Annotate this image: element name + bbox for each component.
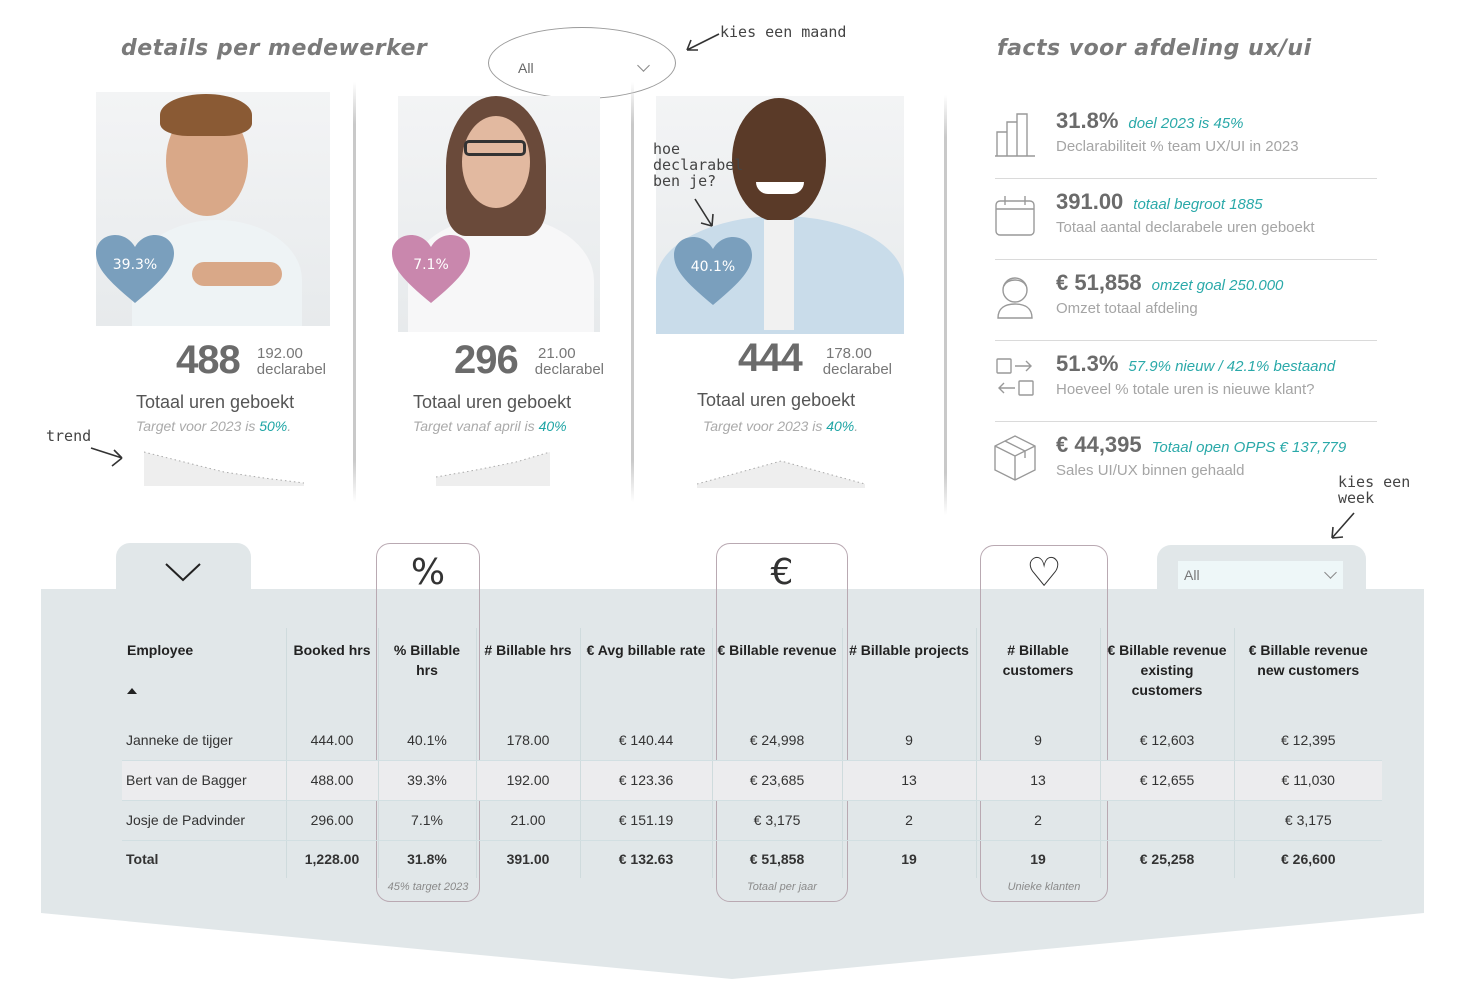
fact-new-customer-hours: 51.3% 57.9% nieuw / 42.1% bestaand Hoevee… [993,341,1377,422]
total-hours-label: Totaal uren geboekt [413,392,572,412]
billable-hours-janneke: 178.00 declarabel [822,345,892,378]
column-header-billable-customers[interactable]: # Billable customers [975,628,1100,720]
panel-arrow-shape [41,911,1424,979]
total-hours-josje: 296 [454,338,519,382]
fact-revenue: € 51,858 omzet goal 250.000 Omzet totaal … [993,260,1377,341]
swap-icon [996,358,1034,396]
chevron-down-icon [1324,566,1337,579]
chevron-down-icon [165,563,201,582]
trend-sparkline-josje [436,451,551,486]
trend-sparkline-janneke [697,460,866,488]
column-header-revenue-new[interactable]: € Billable revenue new customers [1233,628,1382,720]
heart-icon: ♡ [1026,550,1062,596]
employee-table: Employee Booked hrs % Billable hrs # Bil… [122,628,1382,878]
arrow-icon [1331,512,1355,539]
collapse-toggle[interactable] [116,543,251,593]
column-header-billable-projects[interactable]: # Billable projects [841,628,976,720]
week-filter-value: All [1184,567,1200,583]
trend-sparkline-bert [144,451,304,486]
bar-chart-icon [995,113,1035,157]
total-hours-janneke: 444 [738,336,803,380]
column-header-employee[interactable]: Employee [122,628,286,720]
table-row[interactable]: Janneke de tijger 444.00 40.1% 178.00 € 140.… [122,720,1382,761]
billable-hours-bert: 192.00 declarabel [256,345,326,378]
billable-heart-janneke: 40.1% [674,237,752,307]
employee-photo-josje [398,96,600,332]
target-text-bert: Target voor 2023 is 50%. [136,418,292,434]
table-row[interactable]: Bert van de Bagger 488.00 39.3% 192.00 € 123… [122,760,1382,801]
arrow-icon [90,447,123,467]
billable-heart-josje: 7.1% [392,235,470,305]
employee-photo-janneke [656,96,904,334]
section-title-facts: facts voor afdeling ux/ui [997,36,1312,61]
sort-ascending-icon[interactable] [127,688,137,694]
arrow-icon [686,33,720,51]
week-filter-dropdown[interactable]: All [1178,561,1343,589]
divider [944,95,947,515]
billable-hours-josje: 21.00 declarabel [534,345,604,378]
column-header-billable-hrs[interactable]: # Billable hrs [475,628,580,720]
arrow-icon [694,198,714,227]
total-hours-label: Totaal uren geboekt [697,390,856,410]
table-row[interactable]: Josje de Padvinder 296.00 7.1% 21.00 € 151.1… [122,800,1382,841]
total-hours-label: Totaal uren geboekt [136,392,295,412]
total-hours-bert: 488 [176,338,241,382]
annotation-trend: trend [46,427,92,445]
column-header-booked-hrs[interactable]: Booked hrs [285,628,378,720]
fact-sales: € 44,395 Totaal open OPPS € 137,779 Sales… [993,422,1377,503]
column-header-revenue-existing[interactable]: € Billable revenue existing customers [1099,628,1234,720]
target-text-janneke: Target voor 2023 is 40%. [703,418,859,434]
section-title-employees: details per medewerker [121,36,428,61]
chevron-down-icon [637,59,650,72]
annotation-hoe-declarabel: hoe declarabel ben je? [653,140,744,190]
column-header-avg-rate[interactable]: € Avg billable rate [579,628,712,720]
column-header-billable-revenue[interactable]: € Billable revenue [711,628,842,720]
fact-billable-hours: 391.00 totaal begroot 1885 Totaal aantal … [993,179,1377,260]
fact-billability: 31.8% doel 2023 is 45% Declarabiliteit % … [993,98,1377,179]
target-text-josje: Target vanaf april is 40% [413,418,567,434]
person-icon [997,277,1033,319]
percent-icon: % [410,552,446,593]
month-filter-dropdown[interactable]: All [518,58,650,78]
table-total-row: Total 1,228.00 31.8% 391.00 € 132.63 € 51,858… [122,840,1382,878]
divider [353,82,356,502]
box-icon [994,435,1036,481]
divider [631,82,634,502]
annotation-kies-week: kies een week [1338,473,1411,507]
billable-heart-bert: 39.3% [96,235,174,305]
euro-icon: € [770,552,794,593]
month-filter-value: All [518,60,534,76]
annotation-kies-maand: kies een maand [720,23,847,41]
calendar-icon [995,196,1035,236]
column-header-billable-pct[interactable]: % Billable hrs [377,628,476,720]
